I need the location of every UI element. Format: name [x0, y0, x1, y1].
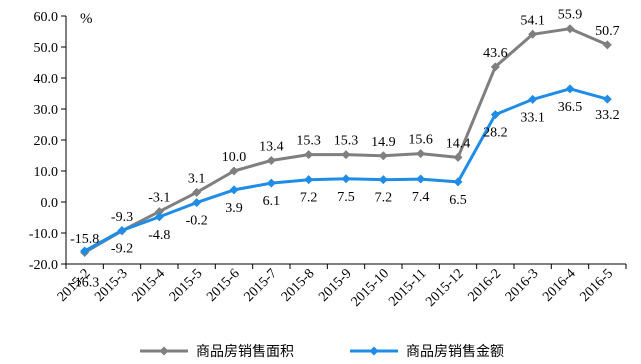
y-tick-label: -10.0 [29, 227, 58, 242]
series-2-point [192, 198, 202, 208]
y-tick-label: 10.0 [34, 165, 59, 180]
legend-swatch-marker [159, 346, 169, 356]
series-2-data-label: 33.2 [595, 108, 620, 123]
series-2-point [229, 185, 239, 195]
y-ticks: 60.0 50.0 40.0 30.0 20.0 10.0 0.0 -10.0 -20.0 [29, 10, 66, 273]
series-2-data-label: 28.2 [483, 126, 508, 141]
series-2-data-label: 6.1 [263, 194, 281, 209]
series-2-data-label: 36.5 [558, 100, 583, 115]
series-1-point [453, 152, 463, 162]
series-1-point [528, 29, 538, 39]
series-2-point [304, 175, 314, 185]
y-tick-label: 30.0 [34, 103, 59, 118]
series-1-data-label: 43.6 [483, 46, 508, 61]
series-2-data-label: -9.2 [111, 242, 133, 257]
series-2-data-label: 7.2 [375, 191, 393, 206]
series-1-point [602, 40, 612, 50]
series-2-point [117, 226, 127, 236]
x-tick-label: 2016-5 [578, 266, 617, 305]
series-1-point [154, 207, 164, 217]
series-2-point [378, 175, 388, 185]
legend-label: 商品房销售面积 [196, 344, 294, 360]
series-2-point [528, 94, 538, 104]
series-2-point [453, 177, 463, 187]
x-tick-label: 2015-8 [279, 266, 318, 305]
x-tick-label: 2015-6 [204, 266, 243, 305]
x-tick-label: 2016-4 [540, 266, 579, 305]
data-labels: -16.3 -9.3 -3.1 3.1 10.0 13.4 15.3 15.3 14.9 15.6… [70, 8, 620, 291]
y-tick-label: 40.0 [34, 72, 59, 87]
series-2-data-label: -4.8 [148, 228, 170, 243]
series-1-point [192, 187, 202, 197]
series-layer [80, 24, 612, 258]
series-2-data-label: 6.5 [449, 193, 467, 208]
y-tick-label: -20.0 [29, 258, 58, 273]
series-1-data-label: 15.3 [296, 134, 321, 149]
series-1-data-label: 14.4 [446, 136, 471, 151]
x-tick-label: 2015-10 [349, 266, 393, 310]
series-1-point [304, 150, 314, 160]
axes: 60.0 50.0 40.0 30.0 20.0 10.0 0.0 -10.0 -20.0 20… [29, 10, 627, 310]
x-tick-label: 2015-4 [130, 266, 169, 305]
x-tick-label: 2015-11 [386, 266, 429, 309]
x-tick-label: 2016-3 [503, 266, 542, 305]
y-tick-label: 60.0 [34, 10, 59, 25]
series-1-point [378, 151, 388, 161]
series-1-data-label: -16.3 [70, 276, 99, 291]
x-tick-label: 2015-5 [167, 266, 206, 305]
series-2-point [80, 246, 90, 256]
y-unit-label: % [80, 11, 93, 27]
series-2-point [490, 110, 500, 120]
series-2-point [565, 84, 575, 94]
y-tick-label: 50.0 [34, 41, 59, 56]
series-1-data-label: 54.1 [520, 13, 545, 28]
series-2-data-label: 7.5 [337, 190, 355, 205]
series-1-point [341, 150, 351, 160]
series-1-data-label: 10.0 [222, 150, 247, 165]
series-1-point [565, 24, 575, 34]
series-1-data-label: 13.4 [259, 139, 284, 154]
series-1-data-label: 14.9 [371, 135, 396, 150]
series-2-data-label: 7.4 [412, 190, 430, 205]
series-2-data-label: 33.1 [520, 110, 545, 125]
series-2-point [416, 174, 426, 184]
series-1-point [416, 149, 426, 159]
y-tick-label: 0.0 [41, 196, 59, 211]
x-tick-label: 2015-12 [423, 266, 467, 310]
series-2-point [341, 174, 351, 184]
series-1-data-label: 50.7 [595, 24, 620, 39]
legend: 商品房销售面积 商品房销售金额 [140, 344, 504, 360]
series-1-data-label: 15.6 [408, 133, 433, 148]
series-1-data-label: 3.1 [188, 171, 206, 186]
y-tick-label: 20.0 [34, 134, 59, 149]
x-tick-label: 2016-2 [466, 266, 505, 305]
legend-swatch-marker [369, 346, 379, 356]
series-1-data-label: -3.1 [148, 191, 170, 206]
series-1-point [266, 155, 276, 165]
series-1-point [229, 166, 239, 176]
series-1-data-label: 55.9 [558, 8, 583, 23]
series-1-point [490, 62, 500, 72]
series-1-data-label: 15.3 [334, 134, 359, 149]
series-2-data-label: -15.8 [70, 232, 99, 247]
series-1-data-label: -9.3 [111, 210, 133, 225]
legend-label: 商品房销售金额 [406, 344, 504, 360]
series-2-point [154, 212, 164, 222]
series-2-data-label: -0.2 [186, 214, 208, 229]
x-ticks: 2015-22015-32015-42015-52015-62015-72015… [55, 264, 627, 310]
series-2-data-label: 3.9 [225, 201, 243, 216]
x-tick-label: 2015-7 [242, 266, 281, 305]
series-2-data-label: 7.2 [300, 191, 318, 206]
series-2-point [266, 178, 276, 188]
series-2-point [602, 94, 612, 104]
